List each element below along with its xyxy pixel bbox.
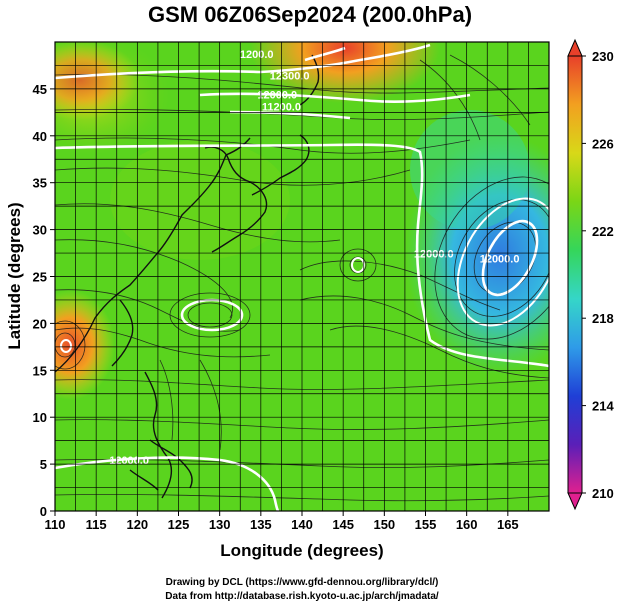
contour-label: 12000.0 [109, 455, 149, 467]
credit-drawing: Drawing by DCL (https://www.gfd-dennou.o… [166, 577, 439, 588]
x-tick-label: 125 [168, 517, 190, 532]
y-tick-label: 35 [33, 176, 47, 191]
grid-lines [55, 42, 549, 511]
coastlines [55, 54, 320, 499]
contours [55, 43, 549, 511]
x-tick-label: 150 [373, 517, 395, 532]
x-tick-label: 140 [291, 517, 313, 532]
x-tick-label: 120 [126, 517, 148, 532]
colorbar: 210 214 218 222 226 230 [567, 38, 614, 511]
colorbar-tick-label: 214 [592, 399, 614, 414]
colorbar-ticks: 210 214 218 222 226 230 [582, 49, 614, 501]
contour-label: 12000.0 [257, 89, 297, 101]
contour-label: 12000.0 [414, 249, 454, 261]
x-ticks: 110 115 120 125 130 135 140 145 150 155 160 165 [45, 511, 519, 532]
x-tick-label: 135 [250, 517, 272, 532]
field-warm-corner [55, 42, 140, 120]
colorbar-tick-label: 222 [592, 224, 614, 239]
x-tick-label: 130 [209, 517, 231, 532]
field-cold-east [405, 135, 549, 375]
x-tick-label: 165 [497, 517, 519, 532]
y-tick-label: 45 [33, 82, 47, 97]
y-tick-label: 40 [33, 129, 47, 144]
x-tick-label: 110 [45, 517, 66, 532]
y-ticks: 0 5 10 15 20 25 30 35 40 45 [33, 82, 55, 519]
colorbar-tick-label: 210 [592, 486, 614, 501]
x-tick-label: 160 [456, 517, 478, 532]
contour-label: 12300.0 [270, 71, 310, 83]
colorbar-top-arrow [567, 38, 583, 57]
y-tick-label: 25 [33, 270, 47, 285]
x-axis-label: Longitude (degrees) [220, 541, 383, 560]
y-tick-label: 30 [33, 223, 47, 238]
colorbar-bar [567, 55, 583, 494]
x-tick-label: 155 [415, 517, 437, 532]
contour-label: 12000.0 [480, 253, 520, 265]
y-tick-label: 5 [40, 457, 47, 472]
colorbar-tick-label: 230 [592, 49, 614, 64]
colorbar-tick-label: 218 [592, 311, 614, 326]
y-tick-label: 0 [40, 504, 47, 519]
y-axis-label: Latitude (degrees) [5, 202, 24, 349]
x-tick-label: 145 [332, 517, 354, 532]
colorbar-tick-label: 226 [592, 136, 614, 151]
y-tick-label: 20 [33, 316, 47, 331]
x-tick-label: 115 [86, 517, 107, 532]
colorbar-bottom-arrow [567, 492, 583, 511]
contour-label: 1200.0 [240, 49, 274, 61]
y-tick-label: 15 [33, 363, 47, 378]
field-cool-ne [410, 110, 530, 230]
y-tick-label: 10 [33, 410, 47, 425]
chart-title: GSM 06Z06Sep2024 (200.0hPa) [148, 2, 472, 27]
credit-data: Data from http://database.rish.kyoto-u.a… [165, 591, 439, 602]
